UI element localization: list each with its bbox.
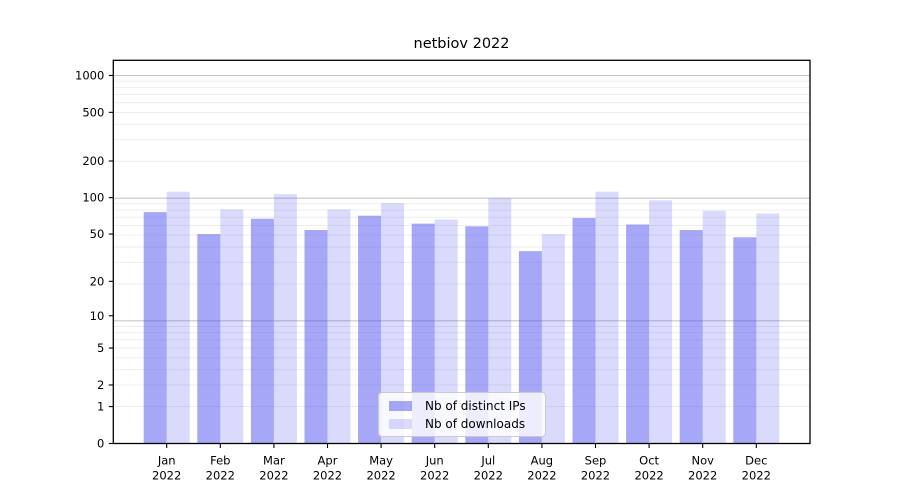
bar-nb-of-downloads-nov [702,210,726,444]
plot-border [112,59,811,445]
legend-label-downloads: Nb of downloads [425,416,526,431]
y-tick-label-10: 10 [90,309,105,323]
x-tick-label-year-jun: 2022 [420,469,449,483]
legend-swatch-distinct-ips [389,400,412,411]
bar-nb-of-downloads-jan [166,191,190,444]
y-tick-label-200: 200 [82,154,104,168]
x-tick-label-month-feb: Feb [210,454,230,468]
x-tick-label-month-jun: Jun [425,454,444,468]
y-tick-label-500: 500 [82,105,104,119]
bar-nb-of-downloads-oct [649,200,673,444]
legend-item-downloads: Nb of downloads [389,417,545,431]
bar-nb-of-distinct-ips-may [358,215,382,444]
y-tick-label-20: 20 [90,274,105,288]
legend-swatch-downloads [389,418,412,429]
y-tick-label-1000: 1000 [75,68,104,82]
bar-nb-of-distinct-ips-sep [572,217,596,444]
x-tick-label-year-aug: 2022 [527,469,556,483]
bar-nb-of-distinct-ips-jul [465,226,489,444]
x-tick-label-month-aug: Aug [531,454,553,468]
x-tick-label-year-jan: 2022 [152,469,181,483]
x-tick-label-year-apr: 2022 [313,469,342,483]
y-tick-label-0: 0 [97,437,104,451]
y-tick-label-2: 2 [97,378,104,392]
x-tick-label-year-oct: 2022 [634,469,663,483]
x-tick-label-month-may: May [369,454,393,468]
x-tick-label-year-nov: 2022 [688,469,717,483]
bar-nb-of-downloads-aug [541,234,565,444]
x-tick-label-year-feb: 2022 [206,469,235,483]
chart-title: netbiov 2022 [413,36,510,52]
x-tick-label-year-may: 2022 [366,469,395,483]
y-tick-label-50: 50 [90,227,105,241]
x-tick-label-month-mar: Mar [263,454,285,468]
bar-nb-of-downloads-feb [220,209,244,444]
x-tick-label-year-mar: 2022 [259,469,288,483]
bar-nb-of-downloads-sep [595,191,619,444]
bar-nb-of-downloads-apr [327,209,351,444]
x-tick-label-month-apr: Apr [318,454,338,468]
bar-nb-of-downloads-may [381,203,405,444]
bar-nb-of-distinct-ips-jun [411,223,435,444]
bar-nb-of-distinct-ips-feb [197,234,221,444]
bar-nb-of-downloads-mar [273,194,297,444]
bar-nb-of-distinct-ips-nov [679,230,703,444]
x-tick-label-month-sep: Sep [585,454,607,468]
bar-nb-of-distinct-ips-jan [143,212,167,444]
x-tick-label-month-jul: Jul [480,454,495,468]
y-tick-label-1: 1 [97,400,104,414]
bar-nb-of-downloads-jul [488,198,512,444]
x-tick-label-year-jul: 2022 [474,469,503,483]
x-tick-label-month-oct: Oct [639,454,659,468]
bar-nb-of-downloads-jun [434,219,458,444]
legend: Nb of distinct IPs Nb of downloads [378,392,546,437]
x-tick-label-month-jan: Jan [157,454,176,468]
legend-item-distinct-ips: Nb of distinct IPs [389,399,545,413]
x-tick-label-month-nov: Nov [691,454,714,468]
bar-nb-of-distinct-ips-oct [626,224,650,444]
bar-nb-of-downloads-dec [756,213,780,444]
bar-nb-of-distinct-ips-apr [304,230,328,444]
legend-label-distinct-ips: Nb of distinct IPs [425,398,526,413]
x-tick-label-year-dec: 2022 [742,469,771,483]
bar-nb-of-distinct-ips-mar [250,218,274,444]
bar-nb-of-distinct-ips-dec [733,237,757,444]
y-tick-label-100: 100 [82,191,104,205]
x-tick-label-month-dec: Dec [745,454,767,468]
y-tick-label-5: 5 [97,341,104,355]
x-tick-label-year-sep: 2022 [581,469,610,483]
